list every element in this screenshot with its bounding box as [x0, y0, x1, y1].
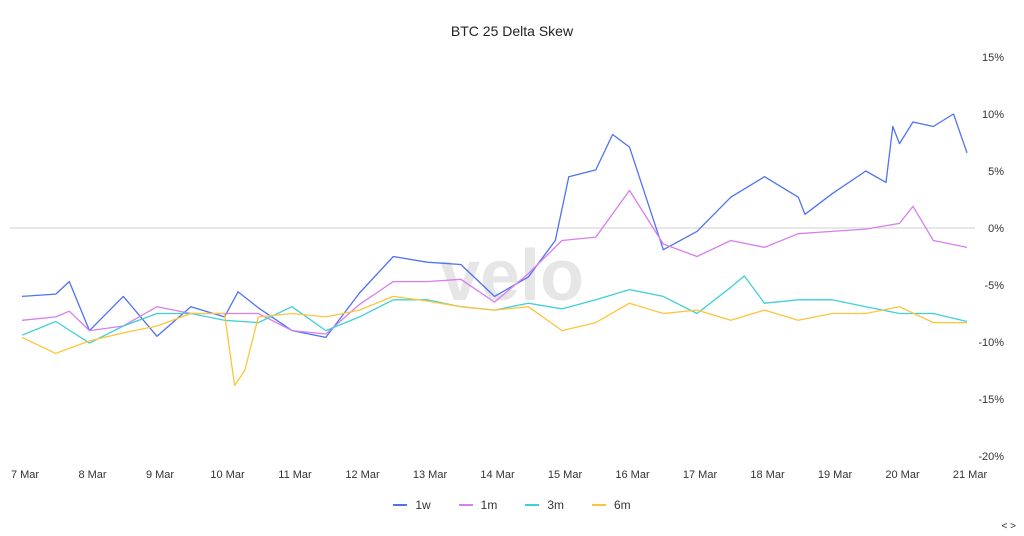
legend-label: 1m	[480, 498, 498, 512]
y-tick-label: -10%	[978, 337, 1004, 349]
x-tick-label: 10 Mar	[210, 469, 245, 481]
x-tick-label: 20 Mar	[885, 469, 920, 481]
x-tick-label: 11 Mar	[278, 469, 312, 481]
y-tick-label: 15%	[982, 52, 1004, 64]
legend-item-1w[interactable]: 1w	[393, 498, 431, 512]
x-tick-label: 17 Mar	[683, 469, 718, 481]
series-line-6m	[21, 295, 967, 386]
y-tick-label: 0%	[988, 223, 1004, 235]
x-tick-label: 13 Mar	[413, 469, 448, 481]
x-tick-label: 21 Mar	[953, 469, 988, 481]
legend-swatch	[458, 504, 473, 506]
x-tick-label: 18 Mar	[750, 469, 785, 481]
legend-label: 1w	[415, 498, 431, 512]
legend-swatch	[393, 504, 408, 506]
x-tick-label: 15 Mar	[548, 469, 583, 481]
legend-item-6m[interactable]: 6m	[592, 498, 631, 512]
series-line-1w	[21, 113, 968, 339]
legend-swatch	[525, 504, 540, 506]
x-tick-label: 9 Mar	[146, 469, 174, 481]
legend-item-3m[interactable]: 3m	[525, 498, 564, 512]
y-tick-label: -20%	[978, 451, 1004, 463]
x-tick-label: 8 Mar	[78, 469, 106, 481]
legend-label: 6m	[614, 498, 631, 512]
y-tick-label: 5%	[988, 166, 1004, 178]
y-tick-label: 10%	[982, 109, 1004, 121]
legend-label: 3m	[547, 498, 564, 512]
y-tick-label: -5%	[984, 280, 1004, 292]
chart-title: BTC 25 Delta Skew	[451, 23, 574, 39]
series-line-1m	[21, 189, 968, 335]
x-tick-label: 14 Mar	[480, 469, 515, 481]
legend-swatch	[592, 504, 606, 506]
nav-arrows[interactable]: < >	[1001, 521, 1016, 532]
legend: 1w 1m 3m 6m	[0, 498, 1024, 512]
x-tick-label: 12 Mar	[345, 469, 380, 481]
x-tick-label: 16 Mar	[615, 469, 650, 481]
y-tick-label: -15%	[978, 394, 1004, 406]
x-tick-label: 7 Mar	[11, 469, 39, 481]
series-line-3m	[21, 275, 968, 344]
legend-item-1m[interactable]: 1m	[458, 498, 498, 512]
watermark-logo: velo	[440, 236, 584, 316]
x-tick-label: 19 Mar	[818, 469, 853, 481]
